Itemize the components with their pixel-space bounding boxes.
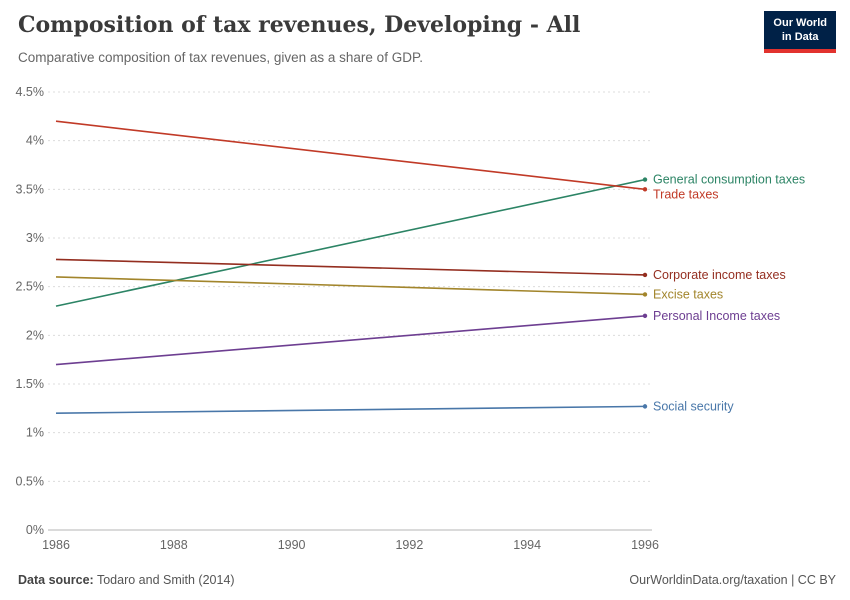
y-axis-tick-label: 0.5% <box>16 474 45 488</box>
series-line-social-security[interactable] <box>55 405 646 414</box>
data-source-value: Todaro and Smith (2014) <box>96 573 235 587</box>
x-axis-tick-label: 1986 <box>42 538 70 552</box>
series-label-personal-income-taxes[interactable]: Personal Income taxes <box>653 309 780 323</box>
footer-attribution-link[interactable]: OurWorldinData.org/taxation | CC BY <box>629 573 836 587</box>
x-axis-tick-label: 1988 <box>160 538 188 552</box>
owid-logo-line2: in Data <box>781 31 819 44</box>
series-endpoint-trade-taxes <box>642 187 648 192</box>
series-label-general-consumption-taxes[interactable]: General consumption taxes <box>653 173 805 187</box>
series-endpoint-personal-income-taxes <box>642 313 648 319</box>
series-label-trade-taxes[interactable]: Trade taxes <box>653 188 719 202</box>
series-label-social-security[interactable]: Social security <box>653 399 734 413</box>
x-axis-tick-label: 1994 <box>513 538 541 552</box>
x-axis-tick-label: 1992 <box>395 538 423 552</box>
y-axis-tick-label: 4.5% <box>16 85 45 99</box>
y-axis-tick-label: 4% <box>26 134 44 148</box>
series-endpoint-corporate-income-taxes <box>642 272 648 278</box>
chart-subtitle: Comparative composition of tax revenues,… <box>18 50 423 65</box>
y-axis-tick-label: 1% <box>26 426 44 440</box>
y-axis-tick-label: 1.5% <box>16 377 45 391</box>
owid-logo[interactable]: Our World in Data <box>764 11 836 53</box>
series-label-excise-taxes[interactable]: Excise taxes <box>653 287 723 301</box>
series-label-corporate-income-taxes[interactable]: Corporate income taxes <box>653 268 786 282</box>
series-line-personal-income-taxes[interactable] <box>55 315 646 366</box>
series-line-trade-taxes[interactable] <box>55 120 646 191</box>
y-axis-tick-label: 3.5% <box>16 182 45 196</box>
series-endpoint-excise-taxes <box>642 292 648 297</box>
y-axis-tick-label: 2% <box>26 328 44 342</box>
series-endpoint-social-security <box>642 404 648 409</box>
series-line-corporate-income-taxes[interactable] <box>55 258 646 276</box>
data-source-label: Data source: <box>18 573 94 587</box>
y-axis-tick-label: 3% <box>26 231 44 245</box>
x-axis-tick-label: 1996 <box>631 538 659 552</box>
series-line-excise-taxes[interactable] <box>55 276 646 296</box>
x-axis-tick-label: 1990 <box>278 538 306 552</box>
owid-logo-line1: Our World <box>773 17 827 29</box>
series-endpoint-general-consumption-taxes <box>642 177 648 182</box>
chart-title: Composition of tax revenues, Developing … <box>18 12 581 38</box>
series-line-general-consumption-taxes[interactable] <box>55 178 646 307</box>
data-source: Data source: Todaro and Smith (2014) <box>18 573 235 587</box>
y-axis-tick-label: 0% <box>26 523 44 537</box>
y-axis-tick-label: 2.5% <box>16 280 45 294</box>
